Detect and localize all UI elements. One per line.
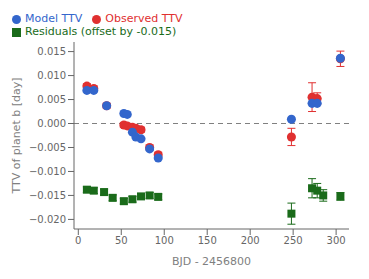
svg-text:0.000: 0.000 <box>37 118 66 129</box>
svg-text:0.005: 0.005 <box>37 94 66 105</box>
svg-text:150: 150 <box>198 235 217 246</box>
svg-text:50: 50 <box>115 235 128 246</box>
svg-text:−0.020: −0.020 <box>29 214 66 225</box>
svg-text:0.015: 0.015 <box>37 46 66 57</box>
svg-text:−0.005: −0.005 <box>29 142 66 153</box>
svg-text:200: 200 <box>241 235 260 246</box>
svg-text:0: 0 <box>75 235 81 246</box>
svg-text:BJD - 2456800: BJD - 2456800 <box>172 255 251 268</box>
svg-text:250: 250 <box>284 235 303 246</box>
svg-text:−0.015: −0.015 <box>29 190 66 201</box>
svg-text:100: 100 <box>155 235 174 246</box>
svg-text:0.010: 0.010 <box>37 70 66 81</box>
html-text:Observed TTV: Observed TTV <box>105 12 183 25</box>
svg-text:TTV of planet b [day]: TTV of planet b [day] <box>10 78 23 195</box>
svg-text:−0.010: −0.010 <box>29 166 66 177</box>
svg-text:300: 300 <box>327 235 346 246</box>
html-text:Model TTV: Model TTV <box>25 12 83 25</box>
html-text:Residuals (offset by -0.015): Residuals (offset by -0.015) <box>25 25 177 38</box>
